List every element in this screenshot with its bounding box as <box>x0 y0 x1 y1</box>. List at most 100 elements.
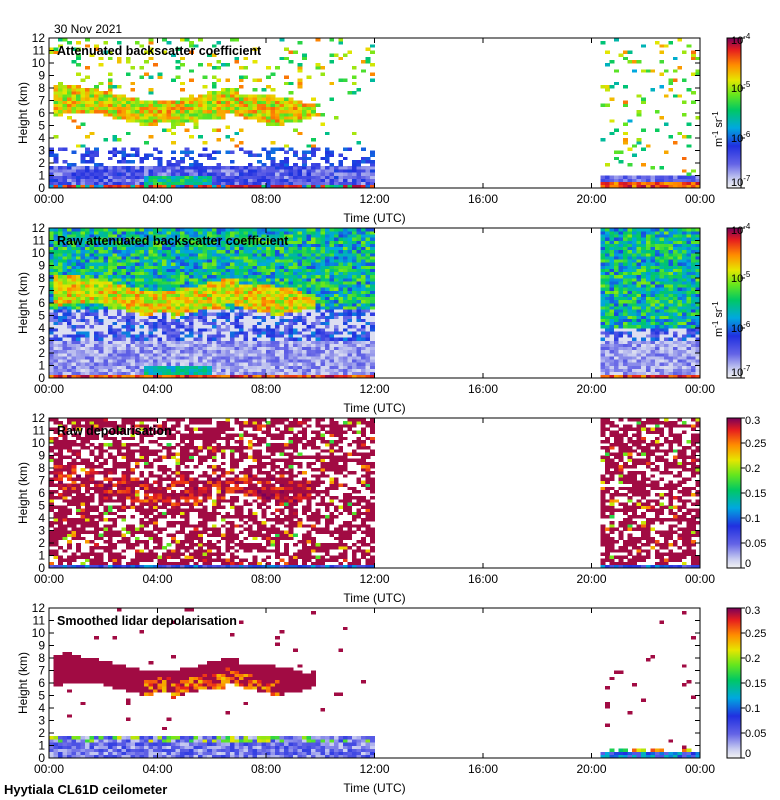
heatmap-cell <box>180 237 185 241</box>
heatmap-cell <box>279 231 285 235</box>
heatmap-cell <box>225 271 231 276</box>
heatmap-cell <box>315 374 321 379</box>
heatmap-cell <box>356 349 362 354</box>
heatmap-cell <box>356 334 362 338</box>
heatmap-cell <box>103 343 109 348</box>
heatmap-cell <box>175 290 181 294</box>
heatmap-cell <box>324 246 330 251</box>
heatmap-cell <box>229 374 235 379</box>
heatmap-cell <box>130 166 136 170</box>
heatmap-cell <box>49 321 54 326</box>
heatmap-cell <box>193 122 199 126</box>
heatmap-cell <box>270 303 276 307</box>
heatmap-cell <box>324 274 330 279</box>
heatmap-cell <box>220 246 226 251</box>
heatmap-cell <box>76 253 81 257</box>
heatmap-cell <box>220 172 226 176</box>
heatmap-cell <box>641 100 647 104</box>
heatmap-cell <box>266 318 271 323</box>
heatmap-cell <box>311 106 317 111</box>
heatmap-cell <box>116 343 122 348</box>
heatmap-cell <box>211 262 217 266</box>
heatmap-cell <box>351 271 357 276</box>
heatmap-cell <box>98 103 104 108</box>
heatmap-cell <box>143 231 149 235</box>
heatmap-cell <box>293 359 298 363</box>
heatmap-cell <box>654 178 660 183</box>
heatmap-cell <box>252 315 258 319</box>
heatmap-cell <box>53 153 59 158</box>
heatmap-cell <box>71 278 77 282</box>
heatmap-cell <box>180 328 185 332</box>
heatmap-cell <box>53 368 59 373</box>
heatmap-cell <box>668 175 674 179</box>
heatmap-cell <box>49 150 54 154</box>
heatmap-cell <box>112 306 118 310</box>
heatmap-cell <box>198 374 204 379</box>
heatmap-cell <box>256 153 262 158</box>
heatmap-cell <box>157 324 163 329</box>
colorbar-scale <box>726 37 742 189</box>
heatmap-cell <box>311 249 317 254</box>
heatmap-cell <box>148 122 154 126</box>
heatmap-cell <box>220 249 226 254</box>
heatmap-cell <box>139 340 145 344</box>
heatmap-cell <box>94 240 100 244</box>
heatmap-cell <box>297 281 303 285</box>
heatmap-cell <box>184 315 190 319</box>
heatmap-cell <box>166 362 172 366</box>
heatmap-cell <box>311 274 317 279</box>
heatmap-cell <box>198 349 204 354</box>
heatmap-cell <box>256 106 262 111</box>
heatmap-cell <box>67 315 72 319</box>
heatmap-cell <box>311 312 317 316</box>
heatmap-cell <box>216 290 222 294</box>
heatmap-cell <box>152 147 158 151</box>
heatmap-cell <box>157 237 163 241</box>
heatmap-cell <box>266 306 271 310</box>
heatmap-cell <box>234 94 240 98</box>
heatmap-cell <box>139 371 145 376</box>
heatmap-cell <box>338 159 344 164</box>
heatmap-cell <box>623 103 628 108</box>
heatmap-cell <box>329 237 335 241</box>
heatmap-cell <box>98 337 104 341</box>
heatmap-cell <box>220 343 226 348</box>
y-axis-label: Height (km) <box>16 82 30 144</box>
heatmap-cell <box>49 256 54 260</box>
heatmap-cell <box>252 287 258 291</box>
heatmap-cell <box>297 284 303 288</box>
heatmap-cell <box>53 246 59 251</box>
heatmap-cell <box>112 318 118 323</box>
heatmap-cell <box>663 94 669 98</box>
heatmap-cell <box>175 106 181 111</box>
heatmap-cell <box>207 353 213 357</box>
heatmap-cell <box>157 181 163 186</box>
heatmap-cell <box>293 181 298 186</box>
heatmap-cell <box>247 303 253 307</box>
heatmap-cell <box>252 356 258 360</box>
heatmap-cell <box>220 240 226 244</box>
heatmap-cell <box>234 365 240 369</box>
heatmap-cell <box>252 166 258 170</box>
heatmap-cell <box>329 246 335 251</box>
heatmap-cell <box>284 234 289 238</box>
heatmap-cell <box>58 100 63 104</box>
heatmap-cell <box>175 287 181 291</box>
heatmap-cell <box>58 228 63 232</box>
heatmap-cell <box>207 249 213 254</box>
heatmap-cell <box>329 328 335 332</box>
heatmap-cell <box>202 243 208 248</box>
heatmap-cell <box>121 116 127 120</box>
heatmap-cell <box>275 166 280 170</box>
heatmap-cell <box>605 103 610 108</box>
heatmap-cell <box>311 243 317 248</box>
heatmap-cell <box>270 184 276 189</box>
heatmap-cell <box>107 84 113 89</box>
heatmap-cell <box>261 359 267 363</box>
heatmap-cell <box>89 243 95 248</box>
heatmap-cell <box>49 271 54 276</box>
heatmap-cell <box>216 253 222 257</box>
heatmap-cell <box>85 243 90 248</box>
heatmap-cell <box>53 172 59 176</box>
